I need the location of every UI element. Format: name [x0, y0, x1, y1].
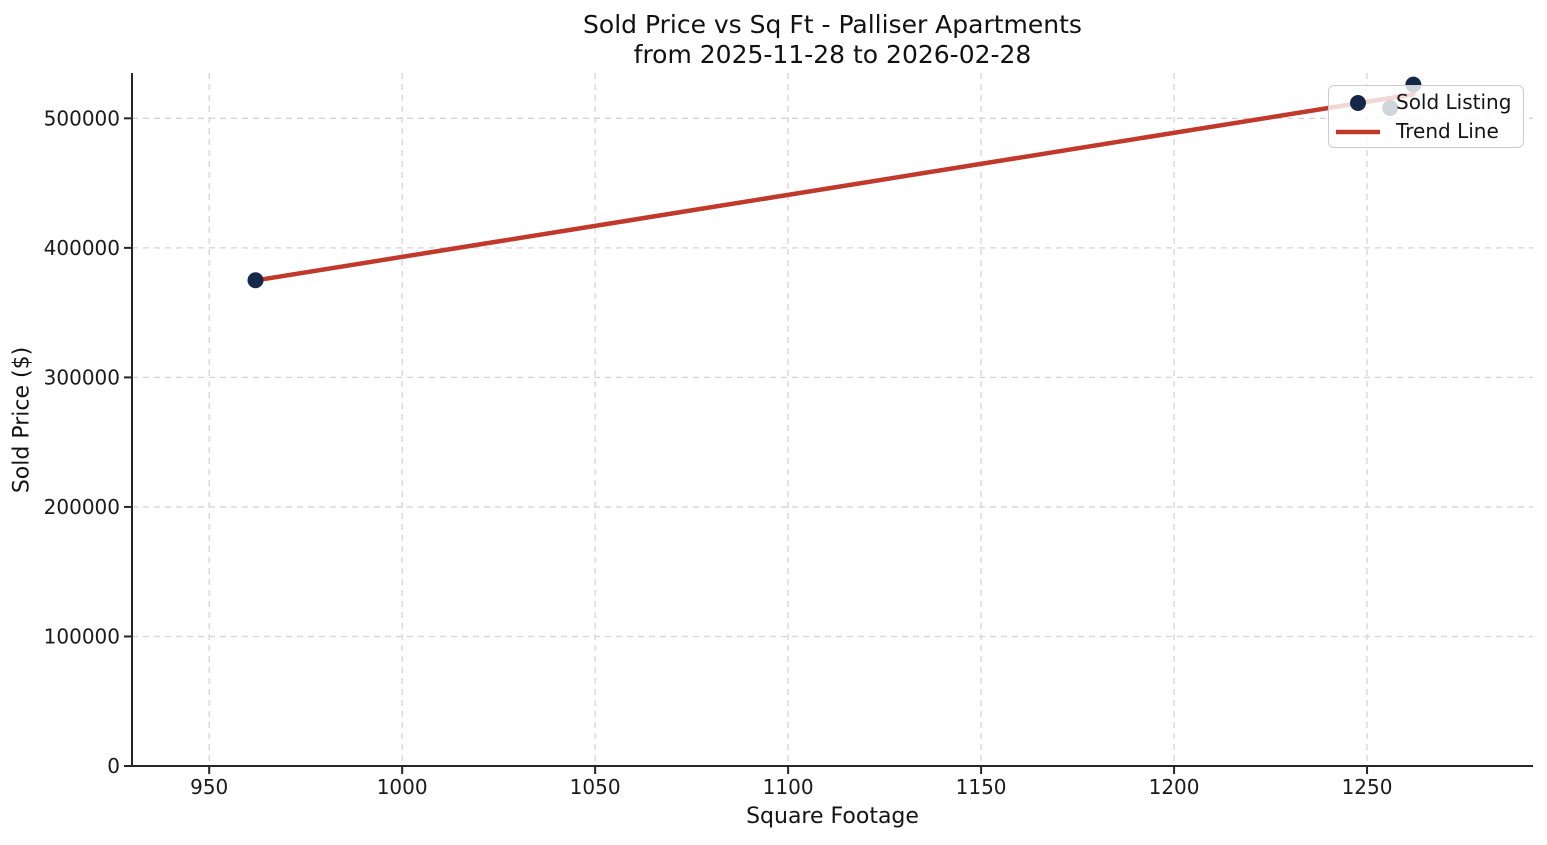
sold-listing-point [247, 272, 264, 289]
legend-label-sold-listing: Sold Listing [1396, 90, 1512, 114]
x-tick-label: 1100 [763, 775, 814, 799]
x-tick-label: 1150 [956, 775, 1007, 799]
y-tick-label: 400000 [44, 236, 120, 260]
x-tick-label: 1000 [377, 775, 428, 799]
legend-item-sold-listing: Sold Listing [1334, 88, 1523, 117]
y-tick-label: 200000 [44, 495, 120, 519]
x-tick-label: 1250 [1342, 775, 1393, 799]
legend: Sold Listing Trend Line [1328, 85, 1524, 148]
x-tick-label: 1050 [570, 775, 621, 799]
y-tick-label: 0 [107, 754, 120, 778]
chart-title: Sold Price vs Sq Ft - Palliser Apartment… [132, 10, 1533, 70]
trend-line [253, 92, 1416, 283]
chart-title-line2: from 2025-11-28 to 2026-02-28 [633, 40, 1032, 69]
legend-label-trend-line: Trend Line [1396, 119, 1499, 143]
chart-title-line1: Sold Price vs Sq Ft - Palliser Apartment… [583, 10, 1082, 39]
y-tick-label: 300000 [44, 365, 120, 389]
x-axis-label: Square Footage [746, 804, 919, 829]
x-tick-label: 1200 [1149, 775, 1200, 799]
y-tick-label: 100000 [44, 624, 120, 648]
legend-item-trend-line: Trend Line [1334, 117, 1523, 146]
sold-listing-dot-icon [1334, 88, 1382, 117]
y-axis-label: Sold Price ($) [9, 346, 35, 494]
y-tick-label: 500000 [44, 106, 120, 130]
x-tick-label: 950 [190, 775, 228, 799]
trend-line-sample-icon [1334, 117, 1382, 146]
